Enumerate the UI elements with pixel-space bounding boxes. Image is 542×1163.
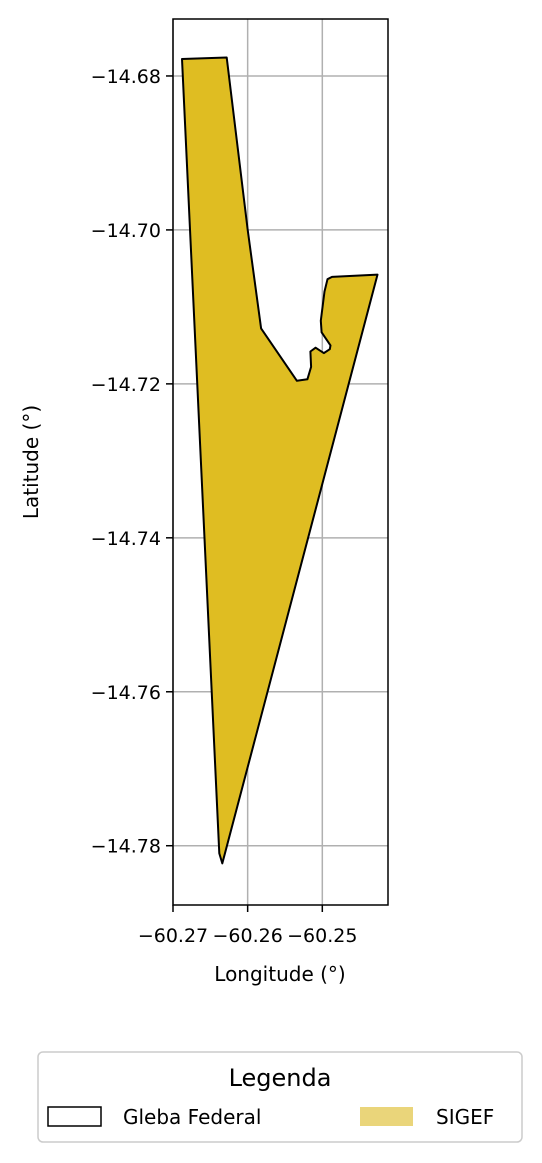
- map-plot-area: −60.27 −60.26 −60.25 −14.68−14.70−14.72−14…: [91, 19, 388, 947]
- legend-swatch-sigef: [360, 1107, 413, 1126]
- legend-label-gleba-federal: Gleba Federal: [123, 1105, 261, 1129]
- y-tick-label: −14.70: [91, 220, 161, 242]
- x-tick-label: −60.26: [212, 925, 282, 947]
- y-tick-label: −14.78: [91, 836, 161, 858]
- x-tick-label: −60.27: [138, 925, 208, 947]
- y-axis-label: Latitude (°): [19, 405, 43, 519]
- legend-label-sigef: SIGEF: [436, 1105, 494, 1129]
- x-axis-ticks: −60.27 −60.26 −60.25: [138, 905, 358, 947]
- x-tick-label: −60.25: [287, 925, 357, 947]
- legend-title: Legenda: [229, 1064, 332, 1092]
- x-axis-label: Longitude (°): [214, 962, 345, 986]
- y-tick-label: −14.68: [91, 66, 161, 88]
- legend: Legenda Gleba Federal SIGEF: [38, 1052, 522, 1142]
- y-tick-label: −14.76: [91, 682, 161, 704]
- y-tick-label: −14.72: [91, 374, 161, 396]
- y-tick-label: −14.74: [91, 528, 161, 550]
- map-layers: [182, 58, 378, 864]
- y-axis-ticks: −14.68 −14.70 −14.72 −14.74 −14.76 −14.78: [91, 66, 173, 858]
- polygon-sigef: [182, 58, 378, 864]
